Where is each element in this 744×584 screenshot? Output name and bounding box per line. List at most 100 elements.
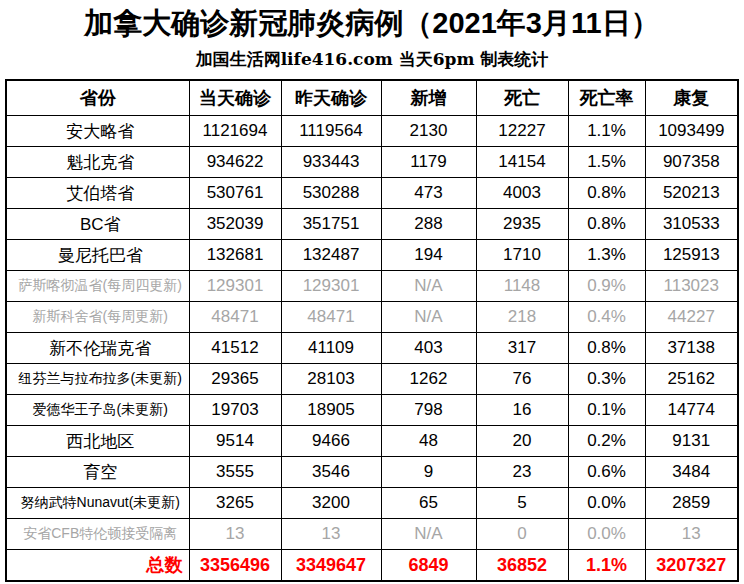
total-yesterday: 3349647 [281, 550, 381, 581]
cell-death_rate: 0.0% [568, 488, 645, 519]
cell-yesterday: 13 [281, 519, 381, 550]
total-today: 3356496 [189, 550, 281, 581]
total-new: 6849 [381, 550, 476, 581]
cell-new: N/A [381, 519, 476, 550]
cell-new: N/A [381, 302, 476, 333]
cell-today: 48471 [189, 302, 281, 333]
cell-province: 曼尼托巴省 [6, 240, 189, 271]
table-row: 努纳武特Nunavut(未更新)326532006550.0%2859 [6, 488, 738, 519]
cell-deaths: 76 [476, 364, 568, 395]
table-header-row: 省份当天确诊昨天确诊新增死亡死亡率康复 [6, 80, 738, 116]
column-header-deaths: 死亡 [476, 80, 568, 116]
total-province: 总数 [6, 550, 189, 581]
cell-new: 288 [381, 209, 476, 240]
total-deaths: 36852 [476, 550, 568, 581]
cell-province: 努纳武特Nunavut(未更新) [6, 488, 189, 519]
cell-yesterday: 9466 [281, 426, 381, 457]
cell-deaths: 12227 [476, 116, 568, 147]
cell-new: 48 [381, 426, 476, 457]
column-header-new: 新增 [381, 80, 476, 116]
covid-report-page: 加拿大确诊新冠肺炎病例（2021年3月11日） 加国生活网life416.com… [0, 0, 744, 584]
table-row: 安大略省112169411195642130122271.1%1093499 [6, 116, 738, 147]
cell-recovered: 37138 [645, 333, 738, 364]
cell-death_rate: 0.0% [568, 519, 645, 550]
cell-new: 65 [381, 488, 476, 519]
table-row: 爱德华王子岛(未更新)1970318905798160.1%14774 [6, 395, 738, 426]
cell-yesterday: 41109 [281, 333, 381, 364]
cell-recovered: 1093499 [645, 116, 738, 147]
cell-yesterday: 933443 [281, 147, 381, 178]
cell-death_rate: 0.9% [568, 271, 645, 302]
total-death_rate: 1.1% [568, 550, 645, 581]
table-row: 安省CFB特伦顿接受隔离1313N/A00.0%13 [6, 519, 738, 550]
cell-province: 安省CFB特伦顿接受隔离 [6, 519, 189, 550]
cell-deaths: 1148 [476, 271, 568, 302]
column-header-today: 当天确诊 [189, 80, 281, 116]
cell-deaths: 4003 [476, 178, 568, 209]
cell-today: 530761 [189, 178, 281, 209]
cell-today: 13 [189, 519, 281, 550]
cell-recovered: 113023 [645, 271, 738, 302]
cell-yesterday: 530288 [281, 178, 381, 209]
cell-today: 19703 [189, 395, 281, 426]
cell-deaths: 20 [476, 426, 568, 457]
cell-recovered: 9131 [645, 426, 738, 457]
cell-death_rate: 1.3% [568, 240, 645, 271]
cell-deaths: 218 [476, 302, 568, 333]
cell-recovered: 14774 [645, 395, 738, 426]
table-row: 新斯科舍省(每周更新)4847148471N/A2180.4%44227 [6, 302, 738, 333]
table-row: 纽芬兰与拉布拉多(未更新)29365281031262760.3%25162 [6, 364, 738, 395]
table-row: 西北地区9514946648200.2%9131 [6, 426, 738, 457]
table-body: 安大略省112169411195642130122271.1%1093499魁北… [6, 116, 738, 581]
cell-province: 萨斯喀彻温省(每周四更新) [6, 271, 189, 302]
cell-today: 9514 [189, 426, 281, 457]
cell-death_rate: 0.3% [568, 364, 645, 395]
cell-yesterday: 129301 [281, 271, 381, 302]
cell-deaths: 317 [476, 333, 568, 364]
cell-province: 新不伦瑞克省 [6, 333, 189, 364]
cell-new: 1179 [381, 147, 476, 178]
column-header-yesterday: 昨天确诊 [281, 80, 381, 116]
cell-deaths: 2935 [476, 209, 568, 240]
table-row: 曼尼托巴省13268113248719417101.3%125913 [6, 240, 738, 271]
table-row: 魁北克省9346229334431179141541.5%907358 [6, 147, 738, 178]
cell-province: 西北地区 [6, 426, 189, 457]
cell-death_rate: 0.8% [568, 209, 645, 240]
table-row: 新不伦瑞克省41512411094033170.8%37138 [6, 333, 738, 364]
cell-new: 194 [381, 240, 476, 271]
cell-today: 3555 [189, 457, 281, 488]
cell-yesterday: 28103 [281, 364, 381, 395]
cell-yesterday: 3200 [281, 488, 381, 519]
page-title: 加拿大确诊新冠肺炎病例（2021年3月11日） [0, 6, 744, 41]
cell-death_rate: 0.8% [568, 333, 645, 364]
cell-yesterday: 48471 [281, 302, 381, 333]
cell-new: 473 [381, 178, 476, 209]
cell-recovered: 2859 [645, 488, 738, 519]
cell-yesterday: 351751 [281, 209, 381, 240]
cell-today: 352039 [189, 209, 281, 240]
cell-death_rate: 1.1% [568, 116, 645, 147]
cell-province: 新斯科舍省(每周更新) [6, 302, 189, 333]
cell-yesterday: 3546 [281, 457, 381, 488]
cell-recovered: 125913 [645, 240, 738, 271]
cell-today: 129301 [189, 271, 281, 302]
column-header-province: 省份 [6, 80, 189, 116]
cell-recovered: 44227 [645, 302, 738, 333]
cell-recovered: 13 [645, 519, 738, 550]
cell-province: 安大略省 [6, 116, 189, 147]
totals-row: 总数335649633496476849368521.1%3207327 [6, 550, 738, 581]
cell-death_rate: 1.5% [568, 147, 645, 178]
cell-new: 2130 [381, 116, 476, 147]
cell-deaths: 14154 [476, 147, 568, 178]
table-row: 艾伯塔省53076153028847340030.8%520213 [6, 178, 738, 209]
cell-recovered: 25162 [645, 364, 738, 395]
cell-province: 魁北克省 [6, 147, 189, 178]
column-header-recovered: 康复 [645, 80, 738, 116]
table-row: BC省35203935175128829350.8%310533 [6, 209, 738, 240]
cell-today: 934622 [189, 147, 281, 178]
cell-today: 1121694 [189, 116, 281, 147]
cell-yesterday: 1119564 [281, 116, 381, 147]
cell-death_rate: 0.2% [568, 426, 645, 457]
cell-new: 1262 [381, 364, 476, 395]
cell-province: 艾伯塔省 [6, 178, 189, 209]
